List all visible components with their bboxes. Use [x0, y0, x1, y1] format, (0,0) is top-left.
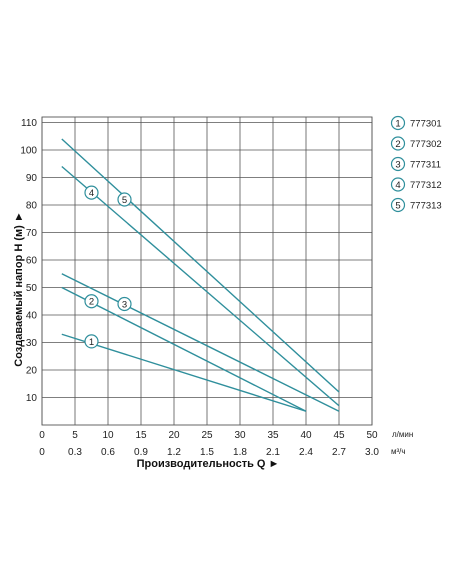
x-tick-label-m3h: 0 — [39, 447, 45, 458]
legend-item-777311: 3 777311 — [390, 156, 441, 172]
legend-number: 4 — [395, 180, 400, 191]
y-tick-label: 110 — [21, 118, 37, 129]
x-tick-label-lpm: 35 — [267, 430, 279, 441]
y-tick-label: 90 — [26, 173, 38, 184]
x-tick-label-m3h: 1.5 — [200, 447, 214, 458]
y-tick-label: 20 — [26, 366, 38, 377]
legend-item-777313: 5 777313 — [390, 197, 442, 213]
legend-circle — [390, 197, 406, 213]
x-axis-title: Производительность Q ► — [137, 458, 280, 470]
x-tick-label-lpm: 10 — [102, 430, 114, 441]
legend-circle — [390, 156, 406, 172]
legend-number: 3 — [395, 159, 400, 170]
y-tick-label: 100 — [20, 146, 37, 157]
x-tick-label-m3h: 1.2 — [167, 447, 181, 458]
series-marker-4: 4 — [84, 185, 99, 200]
legend-item-777301: 1 777301 — [390, 115, 442, 131]
x-tick-label-m3h: 2.4 — [299, 447, 313, 458]
y-tick-label: 70 — [26, 228, 38, 239]
x-tick-label-m3h: 2.1 — [266, 447, 280, 458]
x-tick-label-m3h: 0.9 — [134, 447, 148, 458]
x-tick-label-lpm: 15 — [135, 430, 147, 441]
marker-number: 4 — [89, 188, 94, 199]
y-axis-title: Создаваемый напор H (м) ► — [13, 211, 25, 366]
legend-number: 2 — [395, 139, 400, 150]
y-tick-label: 30 — [26, 338, 38, 349]
x-tick-label-lpm: 45 — [333, 430, 345, 441]
legend-item-777302: 2 777302 — [390, 136, 442, 151]
x-tick-label-m3h: 3.0 — [365, 447, 379, 458]
x-tick-label-lpm: 50 — [366, 430, 378, 441]
legend-label: 777313 — [410, 200, 442, 211]
series-line-777312 — [61, 165, 340, 407]
x-unit-m3h: м³/ч — [391, 447, 406, 456]
legend-number: 1 — [395, 118, 400, 129]
series-marker-5: 5 — [117, 192, 132, 207]
x-tick-label-lpm: 25 — [201, 430, 213, 441]
series-line-777313 — [61, 138, 340, 393]
x-tick-label-m3h: 0.3 — [68, 447, 82, 458]
axis-ticks: 0 5 10 15 20 25 30 35 40 45 500 0.3 0.6 0.9 1.2 1.5 1.8 2… — [20, 118, 379, 458]
legend-label: 777302 — [410, 139, 442, 150]
y-tick-label: 60 — [26, 256, 38, 267]
y-tick-label: 50 — [26, 283, 38, 294]
legend-label: 777312 — [410, 180, 442, 191]
series-line-777311 — [61, 273, 340, 412]
x-tick-label-lpm: 20 — [168, 430, 180, 441]
x-tick-label-m3h: 1.8 — [233, 447, 247, 458]
series-marker-2: 2 — [84, 294, 99, 309]
legend-number: 5 — [395, 200, 400, 211]
chart-legend: 1 777301 2 777302 3 777311 4 777312 5 777313 — [390, 115, 442, 213]
legend-circle — [390, 115, 406, 131]
marker-circle — [84, 294, 99, 309]
y-tick-label: 40 — [26, 311, 38, 322]
marker-circle — [117, 296, 132, 312]
x-tick-label-lpm: 5 — [72, 430, 78, 441]
x-tick-label-m3h: 0.6 — [101, 447, 115, 458]
series-lines — [61, 138, 340, 412]
x-tick-label-m3h: 2.7 — [332, 447, 346, 458]
series-marker-1: 1 — [84, 334, 99, 349]
series-markers: 1 2 3 4 5 — [84, 185, 132, 349]
y-tick-label: 80 — [26, 201, 38, 212]
legend-label: 777301 — [410, 118, 442, 129]
x-tick-label-lpm: 0 — [39, 430, 45, 441]
chart-grid — [41, 116, 373, 426]
series-marker-3: 3 — [117, 296, 132, 312]
legend-circle — [390, 136, 406, 151]
series-line-777302 — [61, 286, 307, 412]
marker-number: 5 — [122, 195, 127, 206]
marker-number: 1 — [89, 337, 94, 348]
legend-label: 777311 — [410, 159, 441, 170]
plot-frame — [41, 116, 373, 426]
marker-number: 3 — [122, 299, 127, 310]
marker-circle — [117, 192, 132, 207]
x-tick-label-lpm: 30 — [234, 430, 246, 441]
legend-circle — [390, 177, 406, 192]
marker-circle — [84, 185, 99, 200]
marker-circle — [84, 334, 99, 349]
x-unit-lpm: л/мин — [392, 430, 413, 439]
x-tick-label-lpm: 40 — [300, 430, 312, 441]
legend-item-777312: 4 777312 — [390, 177, 442, 192]
marker-number: 2 — [89, 297, 94, 308]
series-line-777301 — [61, 333, 307, 412]
y-tick-label: 10 — [26, 393, 38, 404]
